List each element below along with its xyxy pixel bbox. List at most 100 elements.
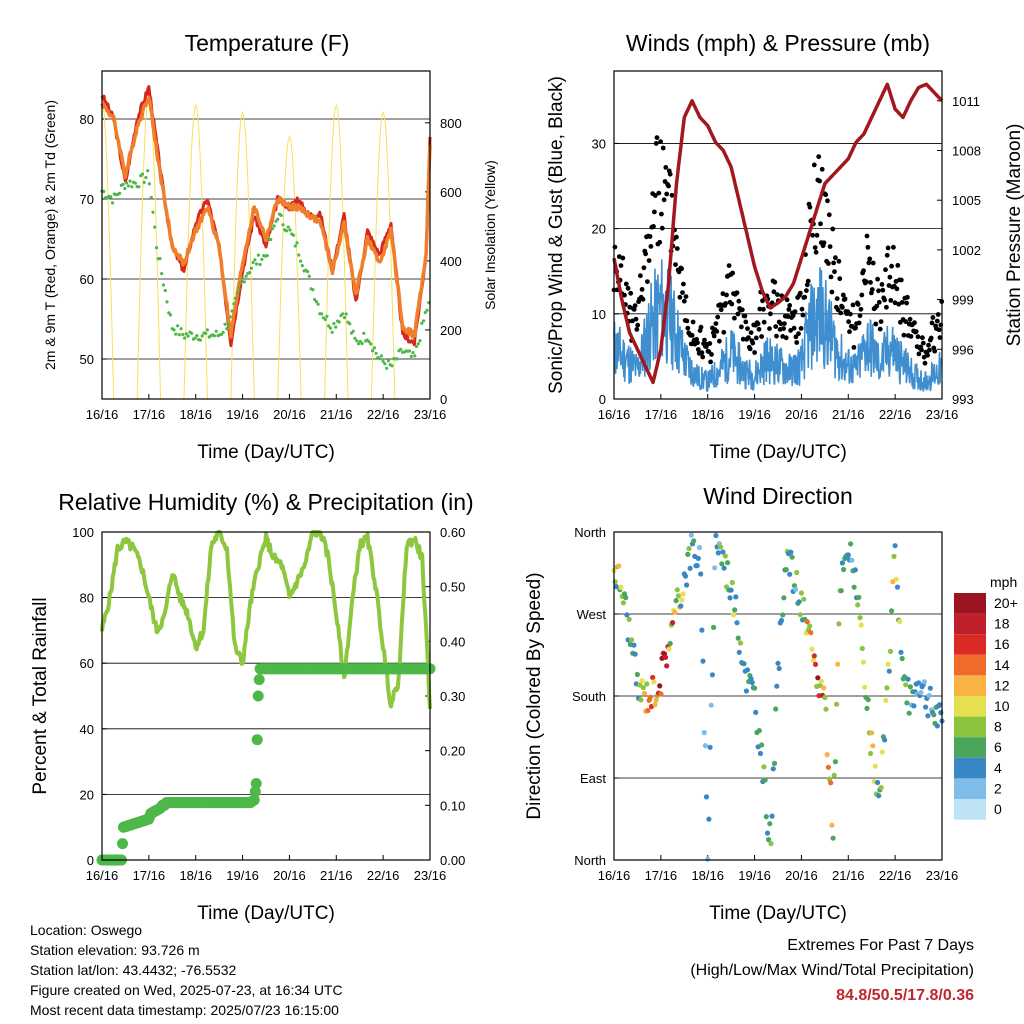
wind-gust-point [791,325,797,331]
direction-point [918,689,924,696]
wind-gust-point [875,276,880,282]
direction-point [695,555,701,562]
dewpoint-point [385,366,389,370]
direction-point [894,584,901,590]
direction-point [696,544,703,551]
legend-swatch [954,757,986,779]
direction-point [631,642,637,648]
wind-gust-point [680,290,685,295]
wind-gust-point [883,267,888,273]
direction-point [658,691,664,697]
rainfall-y2tick-label: 0.10 [440,798,465,813]
direction-point [832,759,839,765]
wind-gust-point [826,261,831,266]
wind-gust-point [646,258,652,263]
dewpoint-point [356,342,361,346]
direction-point [783,567,789,573]
wind-gust-point [866,260,872,266]
legend-label: 2 [994,780,1002,796]
pressure-y2tick-label: 999 [952,293,974,308]
wind-gust-point [847,311,853,317]
dewpoint-point [351,329,355,333]
direction-point [652,702,658,708]
temperature-y2tick-label: 800 [440,116,462,131]
temperature-y2tick-label: 200 [440,323,462,338]
direction-point [825,764,832,770]
wind-gust-point [747,346,753,352]
direction-point [679,597,685,603]
dewpoint-point [140,172,144,176]
wind-gust-point [833,255,838,261]
wind-gust-point [679,266,684,272]
direction-point [821,685,827,691]
station-location: Location: Oswego [30,922,143,938]
wind-gust-point [869,287,875,292]
wind-gust-point [840,292,846,298]
dewpoint-point [146,169,150,173]
winds-ytick-label: 30 [592,136,606,151]
dewpoint-point [205,328,209,332]
dewpoint-point [390,364,394,368]
wind-gust-point [920,335,925,341]
direction-point [889,608,895,614]
direction-point [732,607,738,613]
wind-gust-point [708,359,713,365]
direction-point [686,545,692,552]
direction-xtick-label: 18/16 [691,868,724,883]
wind-gust-point [700,354,706,360]
direction-point [778,617,785,624]
dewpoint-point [323,317,327,321]
temperature-y2label: Solar Insolation (Yellow) [482,160,498,310]
wind-gust-point [835,307,841,313]
dewpoint-point [341,312,345,316]
dewpoint-point [121,182,125,186]
wind-gust-point [750,340,756,346]
dewpoint-point [337,320,341,324]
wind-gust-point [726,263,732,268]
direction-point [838,588,844,594]
dewpoint-point [371,349,375,353]
wind-gust-point [816,154,822,160]
dewpoint-point [362,331,366,335]
direction-point [823,706,829,712]
direction-point [752,685,758,691]
wind-gust-point [887,274,893,280]
direction-point [634,671,641,678]
temperature-xtick-label: 20/16 [273,407,306,422]
winds-xtick-label: 19/16 [738,407,771,422]
legend-swatch [954,778,986,799]
wind-gust-point [698,324,704,330]
wind-gust-point [828,274,834,280]
wind-gust-point [648,244,654,249]
direction-point [644,681,650,687]
dewpoint-point [151,210,155,214]
humidity-xtick-label: 18/16 [179,868,212,883]
dewpoint-point [109,195,113,199]
direction-point [870,743,876,749]
dewpoint-point [381,359,385,363]
dewpoint-point [418,339,422,343]
temperature-xtick-label: 22/16 [367,407,400,422]
wind-gust-point [794,340,800,345]
dewpoint-point [174,332,178,336]
direction-point [780,612,786,618]
direction-point [639,678,645,684]
wind-gust-point [651,224,656,229]
direction-point [864,705,870,712]
wind-gust-point [842,296,848,302]
solar-insolation-curve [230,110,255,400]
dewpoint-point [235,291,239,295]
dewpoint-point [176,324,180,328]
temperature-ytick-label: 80 [80,112,94,127]
wind-gust-point [772,279,778,285]
direction-point [872,763,878,769]
direction-xtick-label: 23/16 [926,868,959,883]
direction-point [891,553,897,560]
wind-gust-point [874,303,880,309]
humidity-xtick-label: 16/16 [86,868,119,883]
direction-point [734,620,740,626]
dewpoint-point [348,322,352,326]
direction-point [903,682,909,688]
wind-gust-point [898,277,904,283]
humidity-xtick-label: 20/16 [273,868,306,883]
